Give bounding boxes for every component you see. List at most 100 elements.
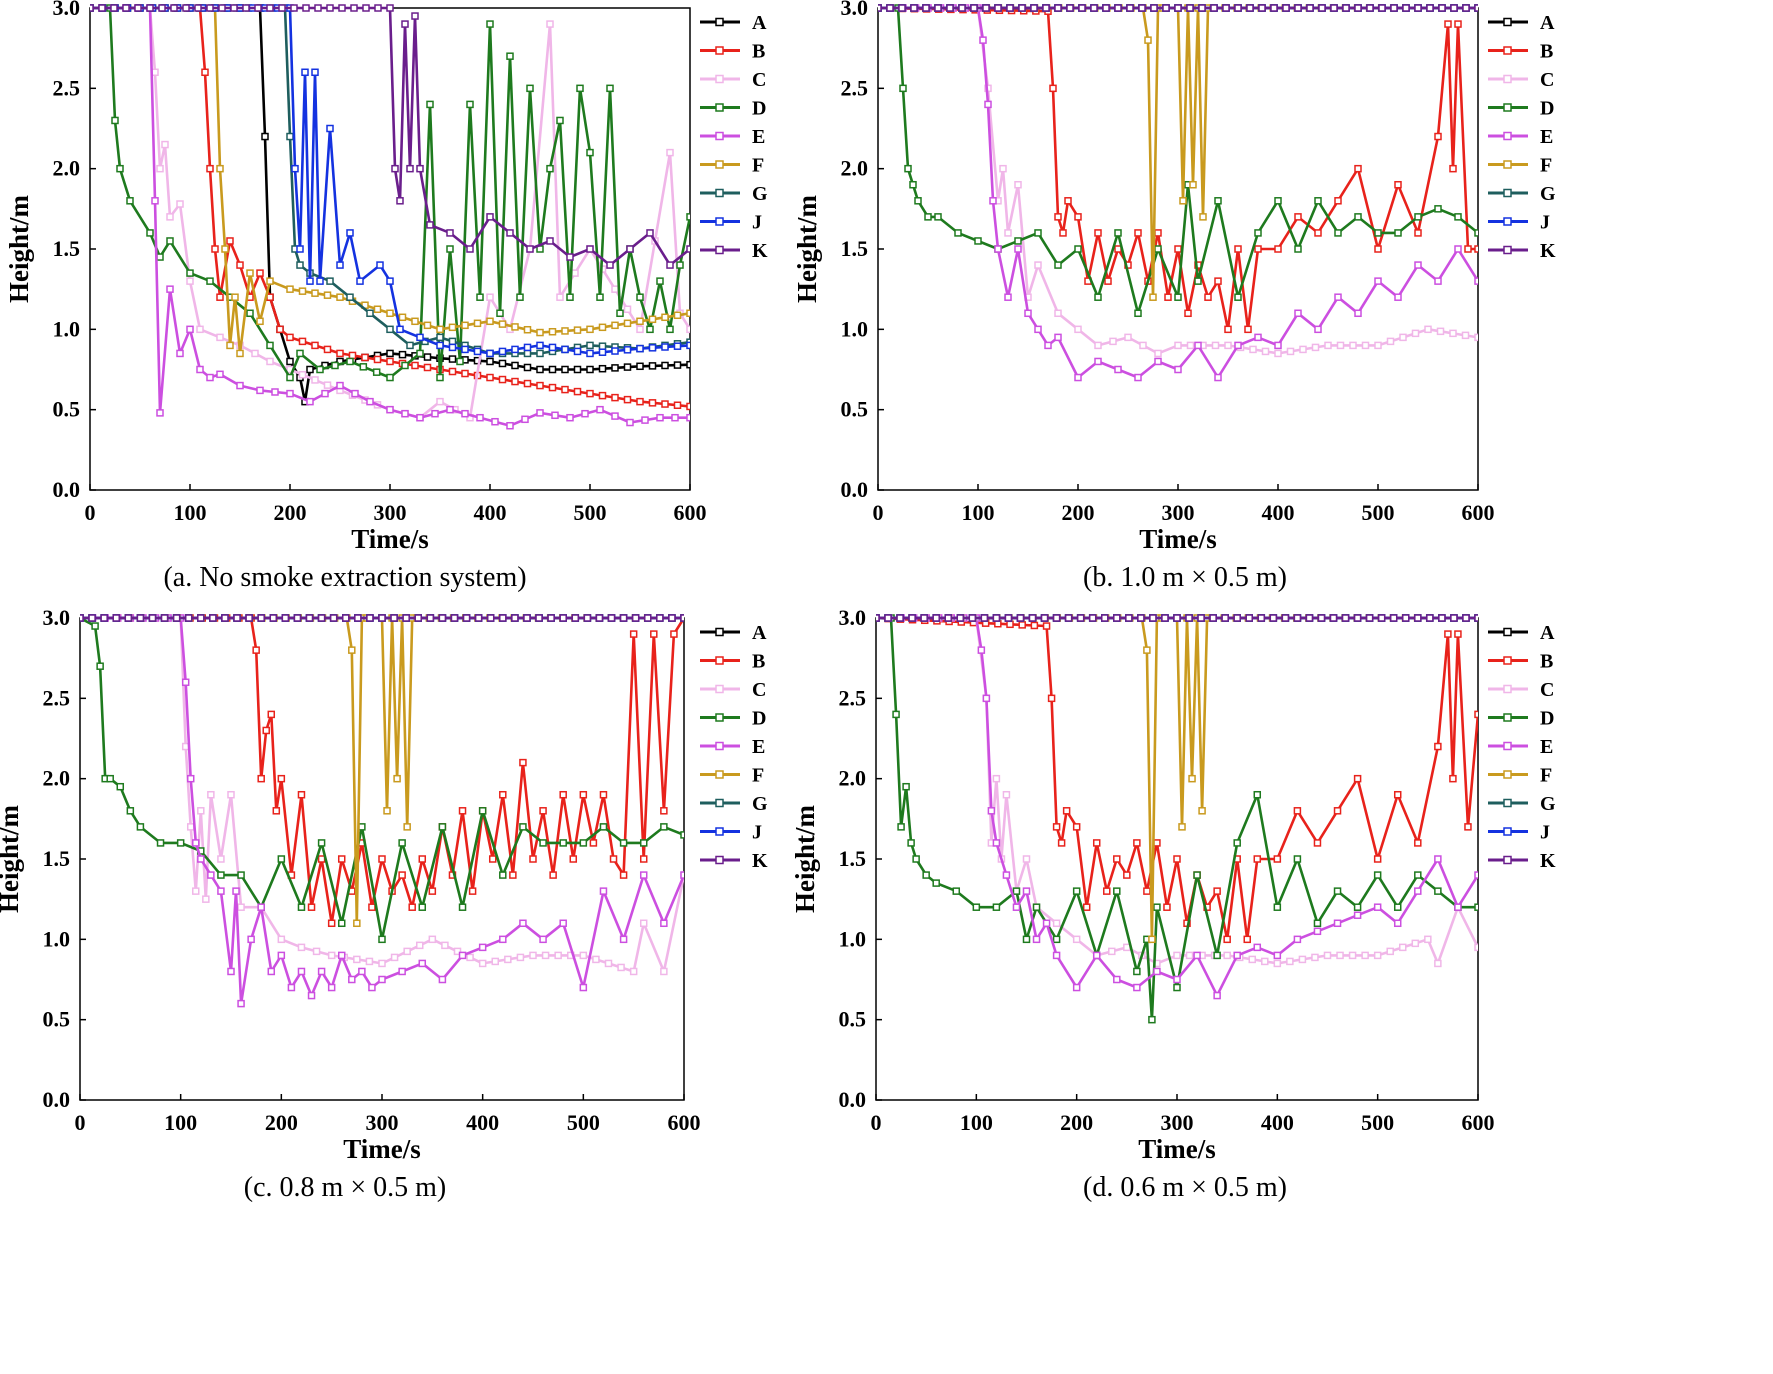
y-tick-label: 1.5 [53, 236, 81, 261]
x-tick-label: 300 [1161, 1110, 1194, 1135]
series-marker-B [1434, 742, 1442, 751]
series-marker-K [1222, 4, 1230, 12]
series-marker-B [361, 353, 369, 362]
series-marker-K [98, 4, 106, 12]
series-marker-D [166, 237, 174, 245]
series-marker-K [90, 4, 94, 12]
legend-label-B: B [752, 651, 765, 673]
series-marker-E [366, 397, 374, 406]
legend-label-A: A [1540, 622, 1555, 644]
series-marker-K [1114, 4, 1122, 12]
series-marker-K [362, 4, 370, 12]
series-marker-C [1108, 947, 1116, 956]
series-marker-K [1126, 4, 1134, 12]
series-marker-B [1244, 325, 1252, 334]
series-marker-K [680, 614, 684, 622]
series-marker-D [358, 823, 366, 831]
legend-marker-A [1503, 627, 1512, 637]
series-marker-D [401, 361, 409, 370]
x-tick-label: 400 [1261, 1110, 1294, 1135]
series-marker-C [1373, 951, 1382, 960]
series-marker-E [156, 409, 164, 417]
series-marker-C [1173, 951, 1181, 960]
series-marker-K [1269, 614, 1278, 622]
series-marker-D [1474, 903, 1478, 911]
series-marker-E [1293, 935, 1302, 944]
series-marker-D [656, 277, 664, 285]
series-marker-F [561, 327, 569, 335]
series-marker-C [1399, 333, 1407, 342]
y-axis-label: Height/m [790, 805, 820, 913]
series-marker-K [1450, 614, 1458, 622]
legend-marker-C [1503, 74, 1512, 84]
legend-marker-F [1503, 770, 1512, 779]
series-marker-E [1334, 293, 1342, 301]
series-marker-E [186, 774, 195, 783]
series-marker-K [1150, 4, 1158, 12]
series-marker-E [186, 325, 194, 334]
x-tick-label: 200 [265, 1110, 298, 1135]
series-marker-D [96, 662, 104, 670]
legend-label-J: J [1540, 822, 1550, 844]
series-marker-C [251, 349, 259, 358]
series-line-J [90, 6, 690, 355]
series-marker-K [1281, 614, 1290, 622]
series-marker-F [286, 285, 294, 293]
series-marker-B [1224, 325, 1232, 334]
series-marker-D [1333, 887, 1342, 895]
series-marker-B [1454, 630, 1462, 638]
series-marker-C [196, 325, 204, 334]
series-marker-D [116, 782, 125, 791]
legend-label-K: K [1540, 240, 1556, 262]
series-marker-C [529, 951, 537, 960]
series-marker-A [448, 355, 457, 363]
series-marker-B [1474, 245, 1478, 253]
series-marker-C [436, 397, 444, 406]
series-marker-F [386, 309, 394, 318]
series-marker-C [666, 148, 674, 157]
series-marker-A [636, 362, 644, 371]
series-marker-C [1185, 951, 1194, 960]
series-marker-D [897, 823, 905, 831]
series-marker-E [176, 349, 184, 358]
series-marker-K [1293, 614, 1302, 622]
series-marker-J [306, 277, 314, 285]
x-tick-label: 500 [574, 500, 607, 525]
series-marker-K [146, 4, 154, 12]
series-marker-E [1044, 341, 1052, 350]
series-marker-K [631, 614, 640, 622]
series-marker-K [414, 614, 422, 622]
x-tick-label: 300 [374, 500, 407, 525]
series-marker-C [428, 935, 437, 944]
series-marker-C [327, 951, 336, 960]
series-marker-D [1414, 213, 1422, 221]
series-marker-F [266, 277, 274, 285]
series-marker-B [548, 383, 557, 392]
series-marker-K [1233, 614, 1241, 622]
legend-marker-D [715, 713, 724, 722]
series-marker-E [1042, 919, 1051, 928]
series-marker-G [296, 261, 304, 269]
series-marker-K [233, 614, 241, 622]
series-marker-C [161, 140, 169, 149]
series-marker-D [586, 148, 594, 157]
series-marker-K [878, 4, 882, 12]
series-marker-D [924, 213, 932, 221]
series-marker-B [660, 807, 668, 815]
series-marker-C [546, 20, 554, 28]
series-marker-D [106, 774, 114, 783]
series-marker-C [504, 955, 512, 964]
series-marker-J [673, 342, 682, 350]
series-marker-C [1434, 959, 1442, 968]
series-marker-C [1034, 261, 1042, 269]
series-marker-A [673, 361, 682, 369]
x-tick-label: 600 [668, 1110, 701, 1135]
series-marker-C [1361, 951, 1369, 960]
series-marker-K [124, 614, 133, 622]
series-marker-C [1336, 341, 1345, 350]
series-marker-K [1341, 614, 1350, 622]
series-marker-E [1133, 983, 1141, 992]
series-marker-K [595, 614, 604, 622]
y-tick-label: 3.0 [43, 605, 71, 630]
series-marker-D [426, 100, 434, 109]
